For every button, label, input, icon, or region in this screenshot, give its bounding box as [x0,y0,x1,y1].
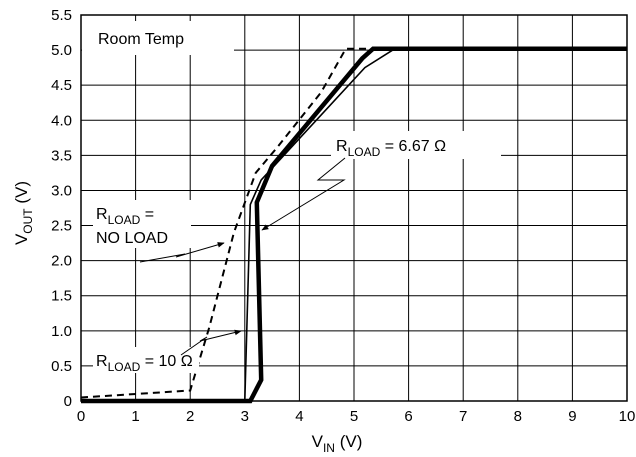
y-tick-label: 2.5 [51,218,72,235]
y-tick-label: 0 [64,393,72,410]
plot-frame [80,14,628,402]
y-tick-label: 5.0 [51,42,72,59]
x-tick-label: 5 [350,408,358,425]
y-tick-label: 5.5 [51,7,72,24]
x-axis-title: VIN (V) [312,432,363,455]
y-tick-label: 1.5 [51,288,72,305]
x-tick-label: 2 [186,408,194,425]
x-tick-label: 0 [77,408,85,425]
y-tick-label: 4.5 [51,77,72,94]
y-tick-label: 0.5 [51,358,72,375]
x-tick-label: 4 [295,408,303,425]
label-no-load-line1: RLOAD = [96,206,154,227]
x-tick-label: 6 [404,408,412,425]
y-tick-label: 3.0 [51,182,72,199]
tick-labels: 0 1 2 3 4 5 6 7 8 9 10 0 0.5 1.0 1.5 2.0 2.5 3.0 3.5 4.0 4.5… [51,7,635,425]
x-tick-label: 10 [619,408,636,425]
label-10-ohm: RLOAD = 10 Ω [96,353,193,374]
room-temp-label: Room Temp [98,31,184,48]
label-bg-6-67 [331,131,501,159]
label-bg-10 [93,347,199,373]
label-no-load-line2: NO LOAD [96,230,168,247]
x-tick-label: 1 [131,408,139,425]
legend-box [82,21,234,55]
x-tick-label: 8 [514,408,522,425]
leader-10-ohm [180,329,242,356]
leader-6-67-ohm [261,157,346,231]
x-tick-label: 9 [568,408,576,425]
y-tick-label: 4.0 [51,112,72,129]
series-line-6-67-ohm [81,46,627,404]
y-tick-label: 3.5 [51,147,72,164]
x-tick-label: 3 [241,408,249,425]
label-6-67-ohm: RLOAD = 6.67 Ω [336,138,446,159]
leader-no-load [139,242,225,263]
y-axis-title: VOUT (V) [12,181,35,245]
y-tick-label: 2.0 [51,253,72,270]
y-tick-label: 1.0 [51,323,72,340]
series-line-10-ohm [80,47,627,399]
label-bg-no-load [93,200,191,248]
x-tick-label: 7 [459,408,467,425]
